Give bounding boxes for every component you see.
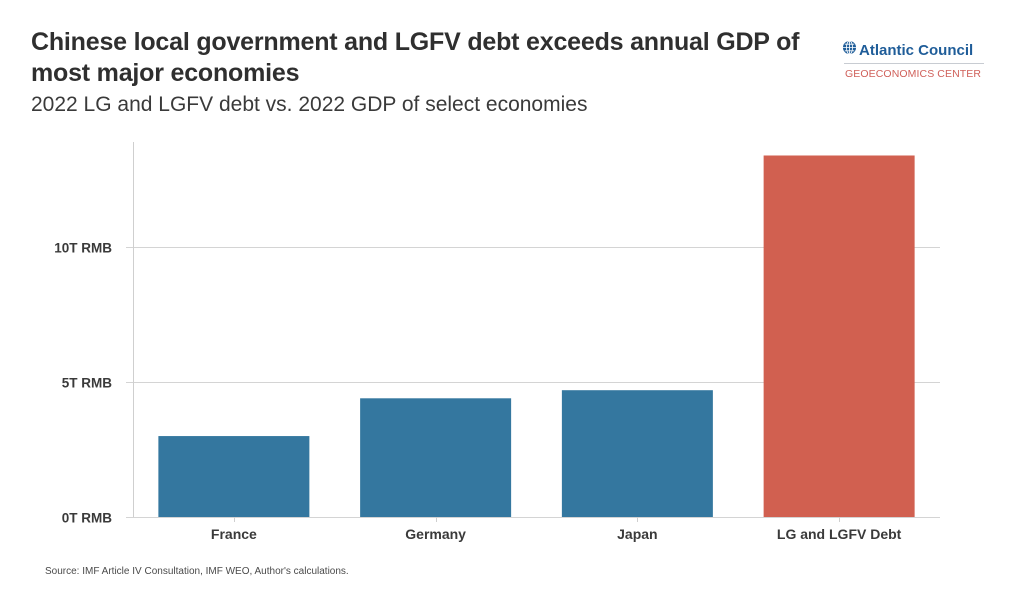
logo-divider <box>844 63 984 64</box>
x-tick-label: Germany <box>405 526 466 542</box>
labels: 0T RMB 5T RMB 10T RMB France Germany Japan LG … <box>54 241 901 543</box>
x-tick-label: LG and LGFV Debt <box>777 526 902 542</box>
chart-title: Chinese local government and LGFV debt e… <box>31 28 800 87</box>
chart-subtitle: 2022 LG and LGFV debt vs. 2022 GDP of se… <box>31 93 588 116</box>
source-note: Source: IMF Article IV Consultation, IMF… <box>45 566 349 577</box>
x-tick-label: France <box>211 526 257 542</box>
globe-icon <box>842 40 857 60</box>
logo-subtitle: GEOECONOMICS CENTER <box>845 68 982 80</box>
axes <box>133 142 840 522</box>
y-tick-label: 5T RMB <box>62 376 113 391</box>
bar-japan <box>561 390 713 517</box>
bar-germany <box>360 398 512 517</box>
x-tick-label: Japan <box>617 526 657 542</box>
y-tick-label: 10T RMB <box>54 241 112 256</box>
bars <box>158 155 915 518</box>
atlantic-council-logo: Atlantic Council GEOECONOMICS CENTER <box>842 40 1002 80</box>
y-tick-label: 0T RMB <box>62 511 113 526</box>
bar-lg-and-lgfv-debt <box>763 155 915 518</box>
bar-france <box>158 436 310 517</box>
logo-name: Atlantic Council <box>859 41 974 59</box>
